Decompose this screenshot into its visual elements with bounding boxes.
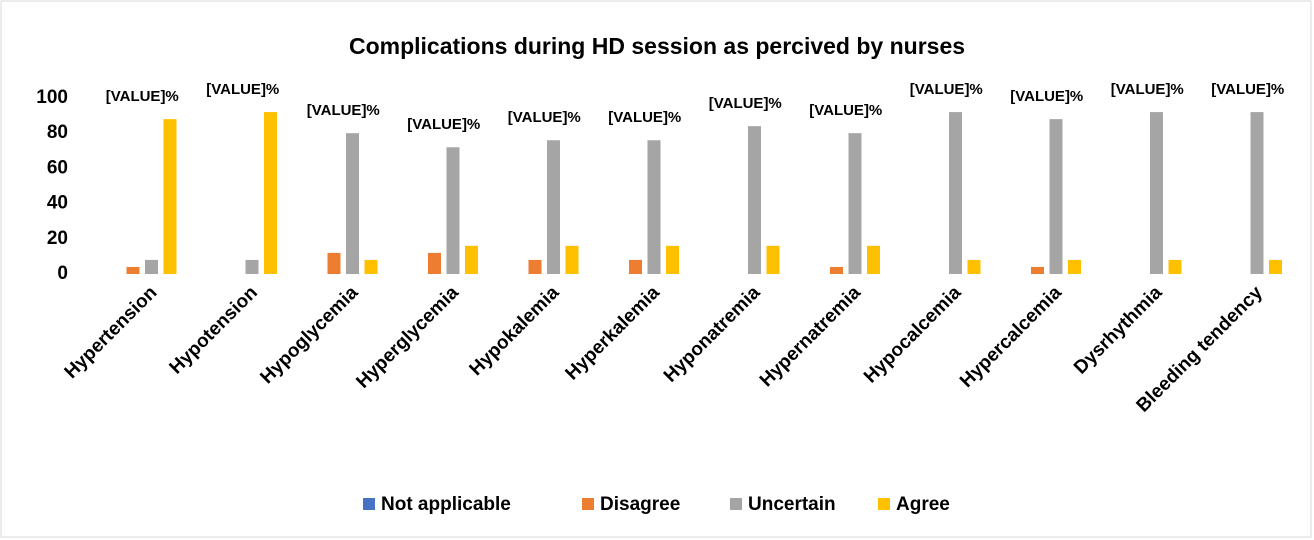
bar	[163, 119, 177, 275]
y-tick-label: 60	[47, 157, 68, 178]
bar	[949, 112, 962, 274]
bar	[1150, 112, 1163, 274]
annotation: [VALUE]%	[407, 116, 480, 133]
annotation: [VALUE]%	[508, 109, 581, 126]
bar	[1049, 119, 1063, 275]
legend-label: Not applicable	[381, 494, 511, 515]
bar	[748, 126, 761, 274]
bar	[446, 147, 460, 274]
bar	[766, 245, 780, 274]
chart-title: Complications during HD session as perci…	[349, 33, 965, 59]
bar	[547, 140, 560, 274]
bar	[327, 252, 341, 274]
annotation: [VALUE]%	[709, 95, 782, 112]
bar	[364, 259, 378, 274]
legend-label: Uncertain	[748, 494, 836, 515]
bar	[1031, 266, 1044, 274]
annotation: [VALUE]%	[1211, 81, 1284, 98]
y-tick-label: 100	[36, 87, 68, 108]
bar	[465, 245, 478, 274]
annotation: [VALUE]%	[608, 109, 681, 126]
bar	[264, 112, 277, 274]
y-tick-label: 0	[57, 263, 68, 284]
bar	[666, 245, 679, 274]
bar	[1269, 259, 1282, 274]
legend-swatch	[582, 498, 594, 510]
bar	[245, 259, 259, 274]
legend-label: Agree	[896, 494, 950, 515]
legend-swatch	[730, 498, 742, 510]
annotation: [VALUE]%	[809, 102, 882, 119]
bar	[565, 245, 579, 274]
y-tick-label: 80	[47, 122, 68, 143]
bar	[1250, 112, 1264, 274]
bar	[145, 259, 158, 274]
legend-swatch	[878, 498, 890, 510]
bar	[647, 140, 661, 274]
bar	[967, 259, 981, 274]
bar	[126, 266, 140, 274]
bar	[848, 133, 862, 274]
bar	[346, 133, 359, 274]
legend-label: Disagree	[600, 494, 680, 515]
annotation: [VALUE]%	[307, 102, 380, 119]
y-tick-label: 20	[47, 228, 68, 249]
bar	[867, 245, 880, 274]
bar	[428, 252, 441, 274]
annotation: [VALUE]%	[106, 88, 179, 105]
annotation: [VALUE]%	[910, 81, 983, 98]
annotation: [VALUE]%	[206, 81, 279, 98]
annotation: [VALUE]%	[1010, 88, 1083, 105]
legend-swatch	[363, 498, 375, 510]
y-tick-label: 40	[47, 193, 68, 214]
bar	[528, 259, 542, 274]
bar	[1068, 259, 1081, 274]
bar	[830, 266, 843, 274]
bar	[1168, 259, 1182, 274]
bar	[629, 259, 642, 274]
annotation: [VALUE]%	[1111, 81, 1184, 98]
